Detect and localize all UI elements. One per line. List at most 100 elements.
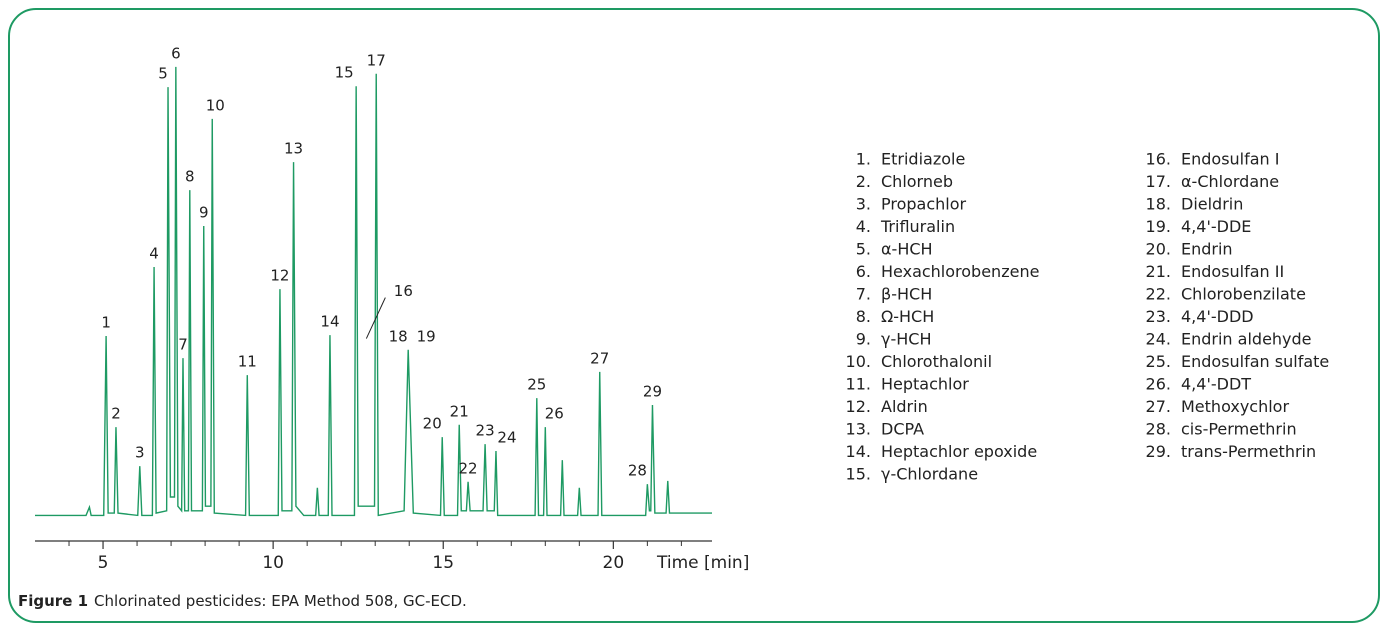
legend-name: Ω-HCH	[881, 307, 934, 326]
legend-number: 2.	[856, 172, 871, 191]
peak-label: 8	[185, 168, 195, 186]
legend-number: 9.	[856, 330, 871, 349]
figure-frame	[8, 8, 1380, 623]
legend-name: Propachlor	[881, 195, 967, 214]
legend-number: 4.	[856, 217, 871, 236]
peak-label: 15	[335, 64, 354, 82]
legend-name: cis-Permethrin	[1181, 420, 1297, 439]
legend-number: 11.	[846, 375, 871, 394]
legend-number: 17.	[1146, 172, 1171, 191]
legend-number: 14.	[846, 442, 871, 461]
chromatogram-trace	[35, 66, 712, 517]
legend-name: Heptachlor	[881, 375, 969, 394]
legend-name: Aldrin	[881, 397, 928, 416]
legend-number: 12.	[846, 397, 871, 416]
caption: Figure 1 Chlorinated pesticides: EPA Meth…	[18, 592, 467, 610]
x-tick-label: 15	[432, 553, 454, 573]
peak-label: 19	[417, 327, 436, 345]
legend-name: trans-Permethrin	[1181, 442, 1316, 461]
peak-label: 18	[389, 327, 408, 345]
legend-name: Hexachlorobenzene	[881, 262, 1039, 281]
x-tick-label: 5	[98, 553, 109, 573]
peak-label: 11	[238, 353, 257, 371]
peak-label: 24	[497, 429, 516, 447]
legend-name: Etridiazole	[881, 150, 965, 169]
legend-name: 4,4'-DDT	[1181, 375, 1251, 394]
legend-name: β-HCH	[881, 285, 932, 304]
legend-number: 7.	[856, 285, 871, 304]
peak-label: 22	[459, 459, 478, 477]
peak-label: 25	[527, 376, 546, 394]
legend-name: Heptachlor epoxide	[881, 442, 1037, 461]
legend-name: DCPA	[881, 420, 924, 439]
legend-number: 20.	[1146, 240, 1171, 259]
peak-label: 27	[590, 349, 609, 367]
peak-label: 2	[111, 405, 121, 423]
legend-number: 15.	[846, 465, 871, 484]
peak-label: 5	[158, 65, 168, 83]
legend-number: 27.	[1146, 397, 1171, 416]
legend-name: Endosulfan sulfate	[1181, 352, 1329, 371]
legend-name: Dieldrin	[1181, 195, 1243, 214]
legend-number: 10.	[846, 352, 871, 371]
peak-label: 28	[628, 462, 647, 480]
legend-name: Endosulfan II	[1181, 262, 1284, 281]
peak-label: 14	[320, 313, 339, 331]
caption-text: Chlorinated pesticides: EPA Method 508, …	[94, 592, 467, 610]
legend-name: α-Chlordane	[1181, 172, 1279, 191]
legend-number: 25.	[1146, 352, 1171, 371]
x-axis-label: Time [min]	[656, 553, 749, 573]
peak-label: 10	[206, 96, 225, 114]
peak-label: 9	[199, 204, 209, 222]
peak-label: 23	[476, 422, 495, 440]
peak-label: 4	[149, 245, 159, 263]
legend-number: 29.	[1146, 442, 1171, 461]
legend-number: 19.	[1146, 217, 1171, 236]
peak-label: 13	[284, 140, 303, 158]
legend-number: 5.	[856, 240, 871, 259]
legend-name: Chlorobenzilate	[1181, 285, 1306, 304]
legend-name: α-HCH	[881, 240, 933, 259]
legend-name: Trifluralin	[880, 217, 955, 236]
peak-label: 20	[423, 415, 442, 433]
peak-label: 26	[545, 405, 564, 423]
legend-name: 4,4'-DDD	[1181, 307, 1254, 326]
peak-label: 3	[135, 444, 145, 462]
legend-name: Endrin	[1181, 240, 1233, 259]
legend-number: 26.	[1146, 375, 1171, 394]
peak-label: 17	[367, 51, 386, 69]
legend-number: 13.	[846, 420, 871, 439]
peak-label: 6	[171, 44, 181, 62]
legend-name: Methoxychlor	[1181, 397, 1289, 416]
peak-label: 16	[394, 282, 413, 300]
legend-name: Endosulfan I	[1181, 150, 1280, 169]
legend-name: 4,4'-DDE	[1181, 217, 1251, 236]
peak-label: 29	[643, 383, 662, 401]
caption-label: Figure 1	[18, 592, 88, 610]
legend-name: Chlorneb	[881, 172, 953, 191]
legend-number: 1.	[856, 150, 871, 169]
legend-name: Chlorothalonil	[881, 352, 992, 371]
x-tick-label: 10	[262, 553, 284, 573]
peak-label: 1	[101, 314, 111, 332]
x-tick-label: 20	[603, 553, 625, 573]
peak-label: 7	[178, 336, 188, 354]
legend-name: Endrin aldehyde	[1181, 330, 1312, 349]
legend-number: 3.	[856, 195, 871, 214]
legend-number: 23.	[1146, 307, 1171, 326]
legend-number: 8.	[856, 307, 871, 326]
legend-number: 21.	[1146, 262, 1171, 281]
legend-name: γ-HCH	[881, 330, 931, 349]
leader-line	[365, 297, 386, 339]
legend-number: 28.	[1146, 420, 1171, 439]
peak-label: 21	[450, 402, 469, 420]
legend-number: 22.	[1146, 285, 1171, 304]
legend-number: 16.	[1146, 150, 1171, 169]
legend-name: γ-Chlordane	[881, 465, 978, 484]
legend-number: 24.	[1146, 330, 1171, 349]
peak-label: 12	[270, 267, 289, 285]
legend-number: 6.	[856, 262, 871, 281]
legend-number: 18.	[1146, 195, 1171, 214]
